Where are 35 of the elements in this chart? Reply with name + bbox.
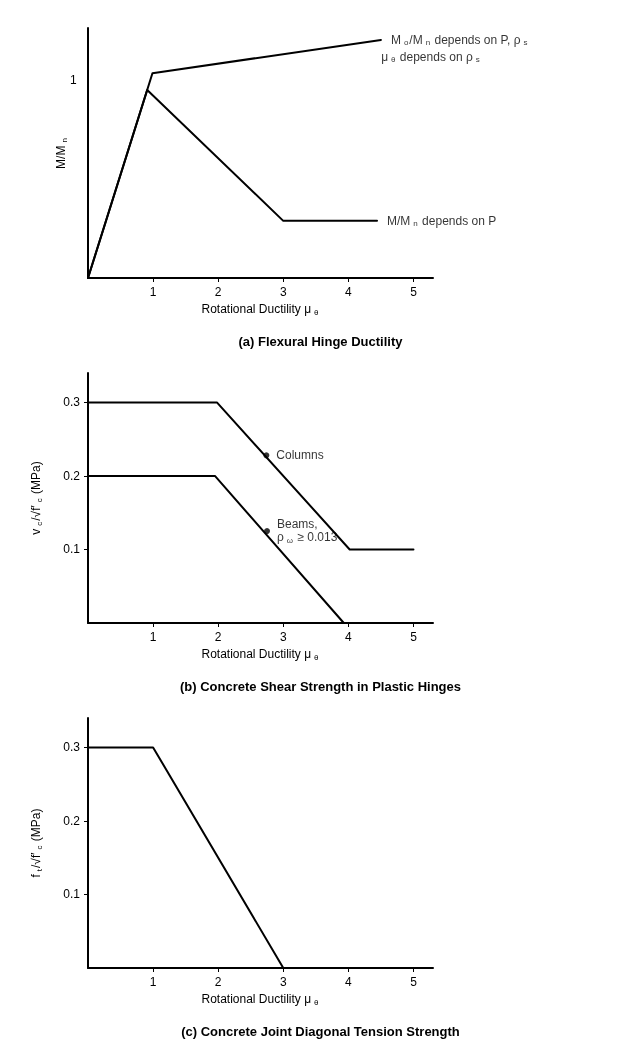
annotation: M/Mn depends on P — [387, 213, 497, 229]
x-tick-label: 5 — [410, 630, 418, 644]
x-tick-label: 2 — [214, 975, 222, 989]
y-tick-label: 0.1 — [63, 542, 81, 557]
text: (b) Concrete Shear Strength in Plastic Hinges — [180, 679, 461, 694]
y-tick-label: 0.3 — [63, 740, 81, 755]
x-tick-label: 1 — [149, 285, 157, 299]
x-tick-label: 2 — [214, 630, 222, 644]
x-tick-label: 3 — [279, 630, 287, 644]
x-axis-title: Rotational Ductility μθ — [201, 647, 320, 662]
y-tick-label: 0.2 — [63, 468, 81, 483]
text: (a) Flexural Hinge Ductility — [238, 334, 404, 349]
y-axis-title: vc/√f′c (MPa) — [29, 461, 44, 535]
annotation: μθ depends on ρs — [381, 49, 480, 65]
x-tick-label: 1 — [149, 630, 157, 644]
y-tick-label: 0.3 — [63, 395, 81, 410]
y-axis-title: M/Mn — [54, 138, 69, 169]
x-tick-label: 3 — [279, 975, 287, 989]
y-axis-title: ft/√f′c (MPa) — [29, 808, 44, 878]
x-tick-label: 3 — [279, 285, 287, 299]
annotation: Beams, ρω ≥ 0.013 — [277, 517, 338, 545]
x-tick-label: 4 — [345, 285, 353, 299]
x-tick-label: 4 — [345, 630, 353, 644]
x-tick-label: 5 — [410, 285, 418, 299]
x-tick-label: 4 — [345, 975, 353, 989]
x-tick-label: 1 — [149, 975, 157, 989]
annotation: Columns — [276, 448, 324, 463]
y-tick-label: 0.1 — [63, 887, 81, 902]
x-axis-title: Rotational Ductility μθ — [201, 302, 320, 317]
x-tick-label: 5 — [410, 975, 418, 989]
x-axis-title: Rotational Ductility μθ — [201, 992, 320, 1007]
text: (c) Concrete Joint Diagonal Tension Strength — [181, 1024, 460, 1039]
y-tick-label: 0.2 — [63, 813, 81, 828]
x-tick-label: 2 — [214, 285, 222, 299]
text: 1 — [70, 73, 77, 87]
